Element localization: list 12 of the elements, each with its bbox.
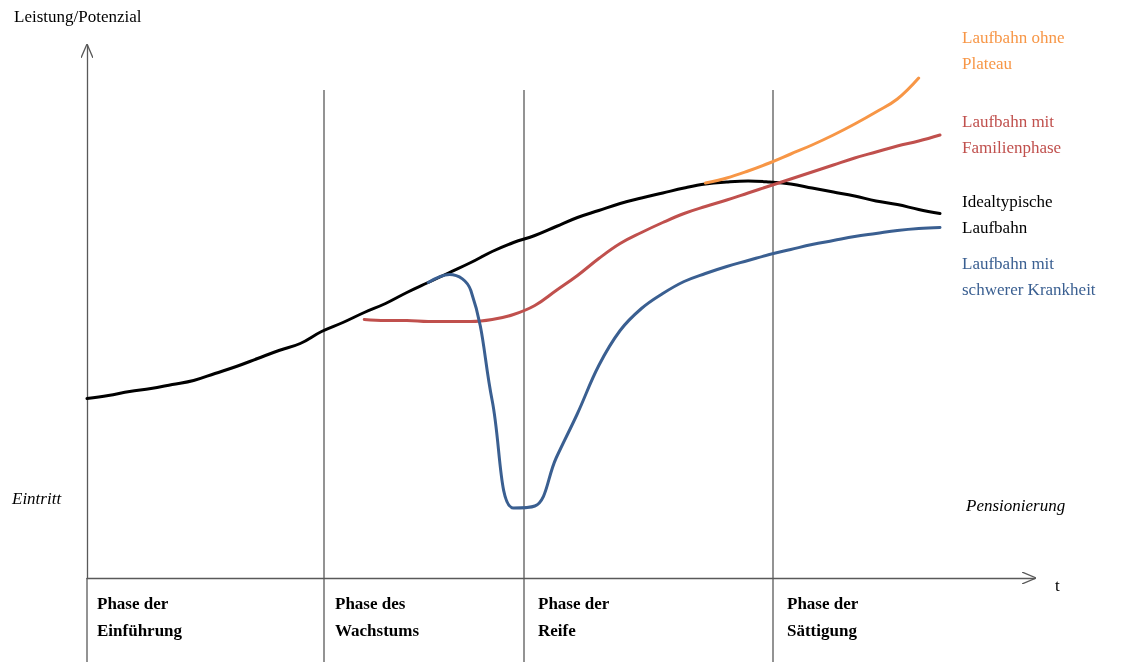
y-axis-title: Leistung/Potenzial [14, 7, 142, 26]
text: Pensionierung [965, 496, 1066, 515]
text: Laufbahn mit schwerer Krankheit [962, 253, 1096, 299]
text: Phase des Wachstums [335, 594, 420, 640]
series-label: Laufbahn mit Familienphase [962, 111, 1062, 157]
text: Phase der Reife [538, 594, 614, 640]
text: Phase der Einführung [97, 594, 183, 640]
text: Eintritt [11, 489, 63, 508]
series-label: Idealtypische Laufbahn [962, 191, 1057, 237]
text: Phase der Sättigung [787, 594, 863, 640]
text: Laufbahn ohne Plateau [962, 27, 1069, 73]
text: t [1055, 576, 1060, 595]
